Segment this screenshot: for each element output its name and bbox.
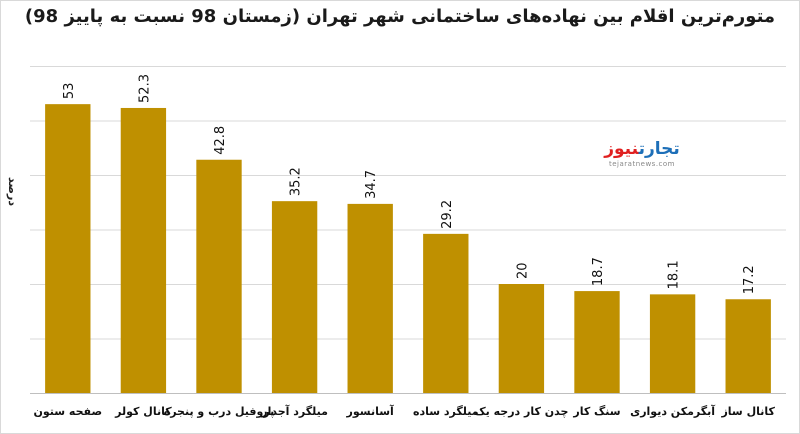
bar (649, 294, 696, 393)
bar (196, 159, 242, 393)
bar (271, 201, 318, 393)
bar-value-label: 34.7 (364, 170, 379, 199)
bar-value-label: 20 (515, 262, 530, 279)
logo-url: tejaratnews.com (609, 160, 675, 168)
bar-value-label: 35.2 (289, 167, 304, 196)
bar (347, 203, 393, 393)
bar-value-label: 52.3 (137, 74, 152, 103)
bar (498, 284, 545, 393)
category-label: سنگ کار (572, 404, 620, 418)
logo-part1: تجارت (638, 139, 680, 159)
category-label: میلگرد آجدار (260, 404, 328, 418)
bar (423, 233, 469, 393)
bar-value-label: 42.8 (213, 126, 228, 155)
category-label: چدن کار درجه یک (474, 405, 568, 418)
category-label: کانال ساز (720, 405, 775, 418)
bar (45, 104, 91, 394)
category-label: آبگرمکن دیواری (630, 404, 715, 418)
bar-value-label: 18.7 (591, 257, 606, 286)
category-label: آسانسور (346, 404, 395, 418)
category-label: کانال کولر (114, 405, 172, 418)
logo-part2: نیوز (604, 139, 639, 159)
chart-title: متورم‌ترین اقلام بین نهاده‌های ساختمانی … (24, 6, 776, 27)
bar-value-label: 18.1 (667, 260, 682, 289)
category-label: میلگرد ساده (413, 405, 479, 418)
bar-value-label: 17.2 (742, 265, 757, 294)
category-label: صفحه ستون (34, 405, 103, 418)
category-label: پروفیل درب و پنجره (164, 405, 275, 418)
bar-value-label: 29.2 (440, 200, 455, 229)
bar-value-label: 53 (62, 83, 77, 100)
watermark-logo: تجارتنیوز tejaratnews.com (596, 138, 688, 176)
bar (725, 299, 771, 393)
bar (120, 107, 167, 393)
logo-wordmark: تجارتنیوز (596, 138, 688, 160)
bar (574, 291, 620, 393)
